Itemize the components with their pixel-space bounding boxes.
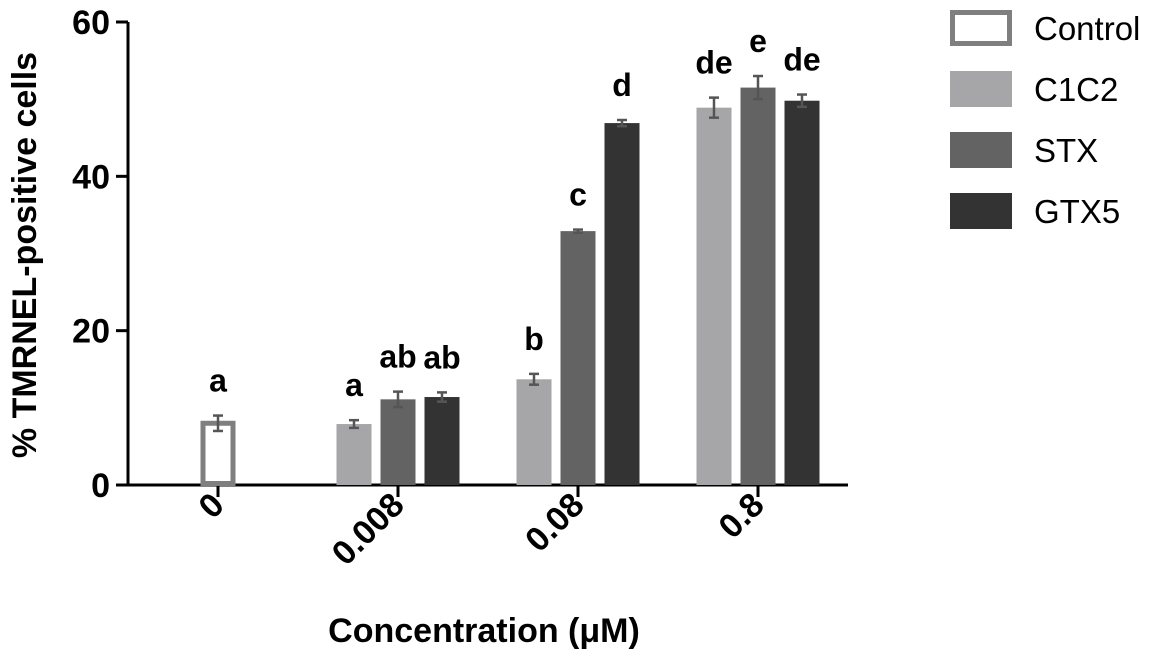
legend-swatch bbox=[950, 193, 1012, 229]
significance-label: de bbox=[783, 42, 820, 78]
x-tick-label: 0 bbox=[191, 486, 231, 526]
legend-label: GTX5 bbox=[1034, 193, 1120, 230]
x-tick-label: 0.008 bbox=[325, 486, 412, 573]
bar bbox=[560, 231, 596, 485]
y-tick-label: 40 bbox=[72, 158, 110, 196]
bar bbox=[200, 420, 236, 486]
significance-label: ab bbox=[379, 339, 416, 375]
significance-label: a bbox=[209, 363, 227, 399]
significance-label: d bbox=[612, 67, 632, 103]
legend-swatch bbox=[950, 71, 1012, 107]
significance-label: b bbox=[524, 321, 544, 357]
y-axis: 0 20 40 60 bbox=[72, 4, 130, 505]
x-axis: 0 0.008 0.08 0.8 bbox=[126, 483, 848, 573]
legend-label: C1C2 bbox=[1034, 71, 1118, 108]
y-axis-label: % TMRNEL-positive cells bbox=[6, 52, 44, 458]
bar bbox=[336, 424, 372, 485]
y-tick-label: 60 bbox=[72, 4, 110, 42]
bar bbox=[380, 399, 416, 485]
significance-label: a bbox=[345, 367, 363, 403]
bar bbox=[740, 87, 776, 485]
legend: Control C1C2 STX GTX5 bbox=[950, 10, 1140, 230]
bar bbox=[696, 107, 732, 485]
bar bbox=[604, 123, 640, 486]
significance-label: de bbox=[695, 45, 732, 81]
x-tick-label: 0.8 bbox=[711, 486, 771, 546]
significance-label: ab bbox=[423, 339, 460, 375]
legend-label: STX bbox=[1034, 132, 1098, 169]
bar bbox=[784, 100, 820, 486]
x-axis-label: Concentration (μM) bbox=[328, 612, 640, 650]
y-tick-label: 20 bbox=[72, 313, 110, 351]
x-tick-label: 0.08 bbox=[518, 486, 592, 560]
significance-label: e bbox=[749, 23, 767, 59]
legend-swatch bbox=[950, 132, 1012, 168]
y-tick-label: 0 bbox=[91, 467, 110, 505]
bar bbox=[516, 379, 552, 485]
legend-swatch bbox=[950, 10, 1012, 46]
legend-label: Control bbox=[1034, 10, 1140, 47]
significance-label: c bbox=[569, 177, 587, 213]
bar bbox=[424, 397, 460, 485]
